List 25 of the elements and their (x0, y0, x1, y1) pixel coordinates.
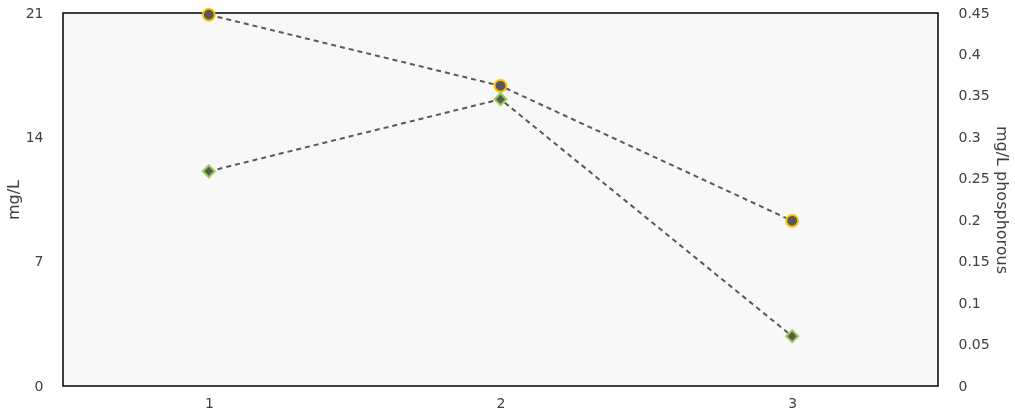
point (493, 92, 508, 107)
y2-tick-label: 0.4 (958, 45, 981, 62)
y2-tick-label: 0.3 (958, 128, 981, 145)
y2-tick-label: 0.15 (958, 253, 990, 270)
y2-axis-title: mg/L phosphorous (992, 125, 1012, 275)
y2-tick-label: 0 (958, 377, 968, 394)
x-tick-label: 3 (788, 394, 798, 411)
y-axis-title: mg/L (3, 179, 23, 221)
y2-tick-label: 0.45 (958, 4, 990, 21)
point (493, 78, 508, 93)
point (785, 329, 800, 344)
y-tick-label: 7 (34, 253, 44, 270)
y-tick-label: 14 (25, 128, 44, 145)
y2-tick-label: 0.1 (958, 294, 981, 311)
y2-tick-label: 0.25 (958, 170, 990, 187)
point (201, 7, 216, 22)
point (201, 164, 216, 179)
x-tick-label: 1 (204, 394, 214, 411)
point (785, 213, 800, 228)
y2-tick-label: 0.35 (958, 87, 990, 104)
x-tick-label: 2 (496, 394, 506, 411)
y2-tick-label: 0.2 (958, 211, 981, 228)
y-tick-label: 0 (34, 377, 44, 394)
y2-tick-label: 0.05 (958, 336, 990, 353)
y-tick-label: 21 (25, 4, 44, 21)
